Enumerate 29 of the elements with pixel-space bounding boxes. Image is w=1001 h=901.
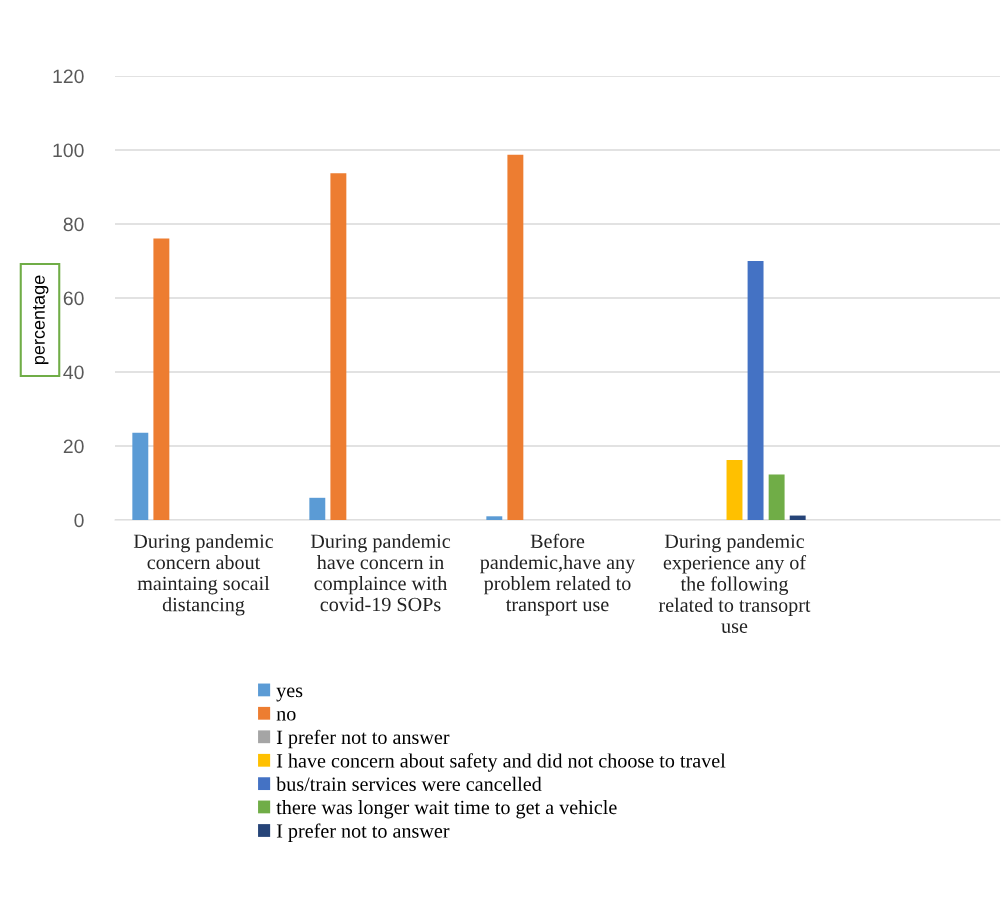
y-tick-label: 80	[63, 217, 84, 232]
bar	[486, 516, 503, 520]
bar	[789, 515, 806, 520]
legend-label: I have concern about safety and did not choose to travel	[276, 753, 726, 772]
bar	[309, 497, 326, 520]
y-tick-label: 120	[53, 69, 84, 84]
y-axis-title: percentage	[33, 275, 49, 364]
legend-label: I prefer not to answer	[276, 823, 450, 842]
x-tick-label: During pandemic have concern in complaince with covid-19 SOPs	[310, 533, 451, 612]
y-tick-label: 0	[74, 513, 84, 528]
bar	[507, 154, 524, 520]
legend-label: there was longer wait time to get a vehicle	[276, 800, 617, 819]
y-tick-label: 20	[63, 439, 84, 454]
legend-label: no	[276, 710, 296, 721]
legend-label: yes	[276, 687, 303, 702]
x-tick-label: During pandemic concern about maintaing socail distancing	[133, 533, 274, 616]
legend-label: bus/train services were cancelled	[276, 776, 542, 791]
legend-label: I prefer not to answer	[276, 729, 450, 749]
bar	[726, 460, 743, 520]
bar	[132, 432, 149, 520]
y-tick-label: 40	[63, 365, 84, 380]
x-tick-label: During pandemic experience any of the following related to transoprt use	[658, 533, 811, 633]
y-tick-label: 100	[53, 143, 84, 158]
bar	[747, 261, 764, 520]
bar	[153, 238, 170, 520]
bar	[330, 173, 347, 520]
y-tick-label: 60	[63, 291, 84, 306]
bar	[768, 474, 785, 520]
x-tick-label: Before pandemic,have any problem related to transport use	[480, 533, 636, 616]
